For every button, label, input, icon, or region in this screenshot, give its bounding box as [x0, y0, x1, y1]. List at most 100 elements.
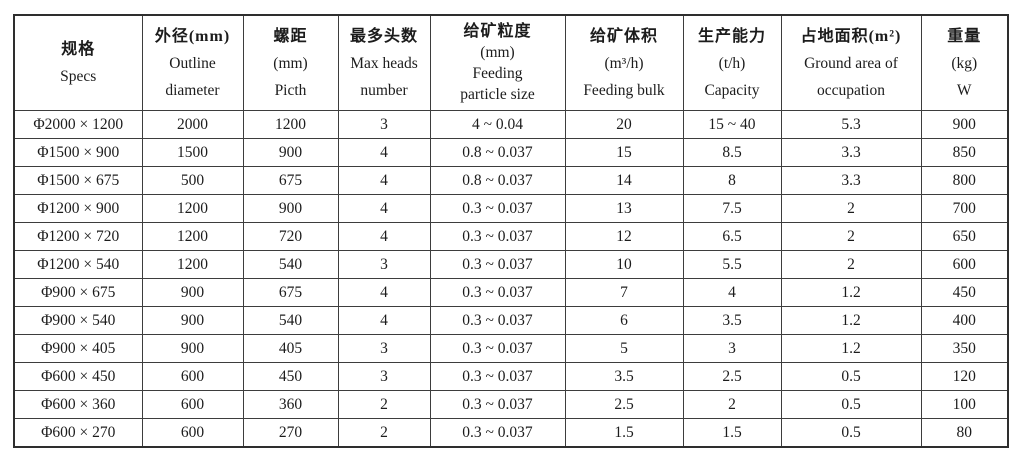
spec-value-cell: 4: [337, 306, 431, 335]
table-row: Φ1200 × 900 1200 900 4 0.3 ~ 0.037 13 7.5 2 700: [13, 194, 1009, 223]
column-header-pitch: 螺距 (mm) Picth: [242, 14, 339, 111]
table-row: Φ600 × 360 600 360 2 0.3 ~ 0.037 2.5 2 0.5 100: [13, 390, 1009, 419]
header-line: (mm): [273, 54, 308, 72]
spec-model-cell: Φ600 × 360: [13, 390, 143, 419]
header-line: Max heads: [350, 54, 418, 72]
spec-model-cell: Φ900 × 675: [13, 278, 143, 307]
spec-model-cell: Φ1500 × 900: [13, 138, 143, 167]
table-row: Φ1200 × 720 1200 720 4 0.3 ~ 0.037 12 6.5 2 650: [13, 222, 1009, 251]
table-row: Φ900 × 405 900 405 3 0.3 ~ 0.037 5 3 1.2 350: [13, 334, 1009, 363]
spec-value-cell: 8: [682, 166, 782, 195]
spec-value-cell: 12: [564, 222, 684, 251]
spec-value-cell: 675: [242, 278, 339, 307]
spec-value-cell: 3.3: [780, 166, 922, 195]
spec-value-cell: 850: [920, 138, 1009, 167]
spec-value-cell: 80: [920, 418, 1009, 448]
spec-value-cell: 1500: [141, 138, 244, 167]
spec-value-cell: 900: [242, 138, 339, 167]
spec-value-cell: 900: [141, 278, 244, 307]
column-header-feeding-particle-size: 给矿粒度 (mm) Feeding particle size: [429, 14, 566, 111]
column-header-ground-area: 占地面积(m²) Ground area of occupation: [780, 14, 922, 111]
table-row: Φ900 × 540 900 540 4 0.3 ~ 0.037 6 3.5 1.2 400: [13, 306, 1009, 335]
header-line: (kg): [951, 54, 978, 72]
header-line: Feeding bulk: [583, 81, 665, 99]
spec-table-body: Φ2000 × 1200 2000 1200 3 4 ~ 0.04 20 15 ~ 40 5.…: [13, 110, 1009, 448]
spec-value-cell: 3.5: [564, 362, 684, 391]
spec-value-cell: 14: [564, 166, 684, 195]
table-row: Φ1500 × 900 1500 900 4 0.8 ~ 0.037 15 8.5 3.3 85…: [13, 138, 1009, 167]
spec-value-cell: 13: [564, 194, 684, 223]
spec-value-cell: 600: [141, 362, 244, 391]
spec-value-cell: 0.8 ~ 0.037: [429, 166, 566, 195]
header-line: Picth: [274, 81, 307, 99]
table-row: Φ600 × 450 600 450 3 0.3 ~ 0.037 3.5 2.5 0.5 120: [13, 362, 1009, 391]
spec-value-cell: 400: [920, 306, 1009, 335]
header-line: 生产能力: [697, 27, 766, 45]
table-row: Φ1200 × 540 1200 540 3 0.3 ~ 0.037 10 5.5 2 600: [13, 250, 1009, 279]
header-line: number: [360, 81, 408, 99]
spec-model-cell: Φ1200 × 720: [13, 222, 143, 251]
spec-value-cell: 405: [242, 334, 339, 363]
spec-value-cell: 675: [242, 166, 339, 195]
spec-value-cell: 2: [337, 418, 431, 448]
spec-value-cell: 20: [564, 110, 684, 139]
spec-value-cell: 0.8 ~ 0.037: [429, 138, 566, 167]
spec-value-cell: 5.3: [780, 110, 922, 139]
spec-value-cell: 0.5: [780, 362, 922, 391]
spec-value-cell: 4: [682, 278, 782, 307]
spec-value-cell: 4: [337, 194, 431, 223]
spec-value-cell: 15 ~ 40: [682, 110, 782, 139]
table-row: Φ1500 × 675 500 675 4 0.8 ~ 0.037 14 8 3.3 800: [13, 166, 1009, 195]
table-row: Φ900 × 675 900 675 4 0.3 ~ 0.037 7 4 1.2 450: [13, 278, 1009, 307]
header-line: (mm): [480, 44, 515, 61]
header-line: W: [956, 81, 972, 99]
spec-value-cell: 7: [564, 278, 684, 307]
spec-value-cell: 2.5: [682, 362, 782, 391]
header-line: (m³/h): [604, 54, 644, 72]
header-line: diameter: [165, 81, 220, 99]
spec-value-cell: 720: [242, 222, 339, 251]
spec-value-cell: 3: [337, 250, 431, 279]
spec-value-cell: 1.5: [564, 418, 684, 448]
spec-value-cell: 2: [780, 222, 922, 251]
spec-value-cell: 2000: [141, 110, 244, 139]
spec-value-cell: 8.5: [682, 138, 782, 167]
spec-value-cell: 4: [337, 166, 431, 195]
spec-value-cell: 6.5: [682, 222, 782, 251]
spec-value-cell: 120: [920, 362, 1009, 391]
column-header-feeding-bulk: 给矿体积 (m³/h) Feeding bulk: [564, 14, 684, 111]
spec-model-cell: Φ1500 × 675: [13, 166, 143, 195]
spec-model-cell: Φ2000 × 1200: [13, 110, 143, 139]
spec-value-cell: 0.5: [780, 390, 922, 419]
spec-value-cell: 1200: [141, 250, 244, 279]
spec-value-cell: 600: [920, 250, 1009, 279]
header-line: Outline: [169, 54, 216, 72]
spec-value-cell: 450: [242, 362, 339, 391]
spec-value-cell: 1200: [141, 222, 244, 251]
spec-model-cell: Φ600 × 450: [13, 362, 143, 391]
spec-value-cell: 900: [141, 334, 244, 363]
table-row: Φ2000 × 1200 2000 1200 3 4 ~ 0.04 20 15 ~ 40 5.…: [13, 110, 1009, 139]
spec-value-cell: 4: [337, 278, 431, 307]
spec-value-cell: 4: [337, 138, 431, 167]
column-header-specs: 规格 Specs: [13, 14, 143, 111]
spec-value-cell: 600: [141, 418, 244, 448]
spec-value-cell: 1200: [141, 194, 244, 223]
header-line: 给矿体积: [589, 27, 658, 45]
spec-model-cell: Φ900 × 540: [13, 306, 143, 335]
header-line: 最多头数: [349, 27, 418, 45]
spec-value-cell: 0.3 ~ 0.037: [429, 222, 566, 251]
spec-value-cell: 1.2: [780, 306, 922, 335]
spec-value-cell: 900: [242, 194, 339, 223]
spec-value-cell: 1.5: [682, 418, 782, 448]
spec-model-cell: Φ1200 × 900: [13, 194, 143, 223]
column-header-max-heads: 最多头数 Max heads number: [337, 14, 431, 111]
header-row: 规格 Specs 外径(mm) Outline diameter 螺距 (mm) Picth 最…: [13, 14, 1009, 111]
spec-model-cell: Φ600 × 270: [13, 418, 143, 448]
spec-value-cell: 3: [337, 334, 431, 363]
spec-value-cell: 0.3 ~ 0.037: [429, 362, 566, 391]
spec-value-cell: 0.5: [780, 418, 922, 448]
spec-value-cell: 3: [682, 334, 782, 363]
spec-table: 规格 Specs 外径(mm) Outline diameter 螺距 (mm) Picth 最…: [13, 14, 1009, 448]
